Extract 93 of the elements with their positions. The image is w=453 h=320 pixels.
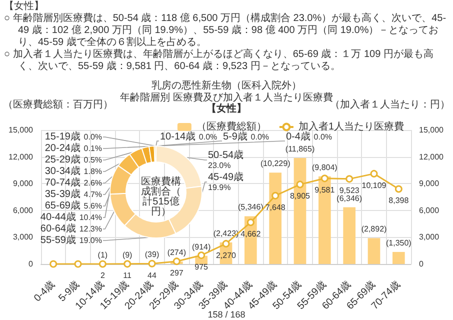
text: 医療費構成割合（計515億円） — [141, 176, 181, 218]
y2-tick-label: 9,000 — [419, 179, 440, 188]
slice-label: 40-44歳 — [40, 211, 76, 223]
point — [222, 240, 230, 248]
point — [370, 170, 378, 178]
data-label: (11,865) — [285, 144, 315, 154]
slice-label: 45-49歳 — [208, 171, 244, 183]
slice-label: 60-64歳 — [40, 222, 76, 234]
data-label: 44 — [148, 270, 157, 280]
data-label: 297 — [170, 268, 184, 278]
text: 【女性】 — [206, 102, 246, 114]
slice-label: 35-39歳 — [44, 188, 80, 200]
point — [98, 260, 106, 268]
text: 0.0% — [84, 132, 102, 142]
data-label: 4.7% — [84, 190, 102, 199]
bar — [368, 238, 380, 264]
data-label: 10,109 — [362, 180, 387, 190]
y-axis-title: （医療費総額：百万円） — [3, 98, 113, 110]
data-label: 11 — [123, 271, 132, 280]
slice-label: 20-24歳 — [44, 142, 80, 154]
y-tick-label: 3,000 — [12, 232, 34, 242]
y-tick-label: 6,000 — [12, 206, 34, 215]
slice-label: 25-29歳 — [44, 154, 80, 166]
text: 0.0% — [198, 132, 218, 142]
y2-tick-label: 3,000 — [419, 232, 440, 242]
slice-label: 65-69歳 — [44, 200, 80, 212]
y2-tick-label: 12,000 — [419, 152, 444, 162]
y2-tick-label: 6,000 — [419, 206, 440, 215]
data-label: (9) — [122, 250, 133, 260]
point — [50, 260, 58, 268]
y2-tick-label: 0 — [419, 260, 424, 268]
data-label: (2,423) — [213, 228, 240, 238]
data-label: 12.3% — [79, 224, 102, 234]
text: 158 / 168 — [208, 310, 246, 320]
point — [394, 185, 402, 193]
bar — [343, 207, 356, 264]
point — [148, 260, 156, 268]
text: 【女性】 — [4, 1, 45, 12]
data-label: (6,346) — [336, 194, 362, 203]
legend-label: 10-14歳 — [160, 130, 196, 142]
point — [320, 174, 328, 182]
data-label: 2 — [100, 271, 106, 280]
text: ○ 加入者１人当たり医療費は、年齢階層が上がるほど高くなり、65-69 歳：１万 109 円が最も高く、次いで、55-59 歳：9,581 円、60-64 歳：9,523 円－となっている。 — [4, 49, 434, 73]
x-tick-label: 0-4歳 — [31, 278, 58, 304]
category-label: 5-9歳 — [223, 132, 248, 142]
text: 0.0% — [314, 132, 332, 142]
data-label: (2,892) — [361, 224, 388, 234]
point — [296, 180, 304, 188]
category-label: 0-4歳 — [286, 132, 310, 142]
legend-label: （医療費総額） — [196, 120, 266, 132]
data-label: 19.9% — [208, 183, 231, 192]
slice-label: 30-34歳 — [44, 165, 80, 177]
data-label: (1,350) — [386, 238, 412, 248]
bar — [392, 252, 405, 264]
data-label: 19.0% — [79, 236, 102, 245]
point — [198, 252, 206, 260]
chart-subtitle: 年齢階層別 医療費及び加入者１人当たり医療費 — [120, 92, 333, 104]
text: ○ 年齢階層別医療費は、50-54 歳：118 億 6,500 万円（構成割合 23.0%）が最も高く、次いで、45-49 歳：102 億 2,900 万円（同 19.9%）、55-59 歳：98 億 400 万円（同 19.0%）－となっており、45-59 歳で全体の６割以上を占める。 — [4, 13, 448, 48]
y-tick-label: 0 — [28, 260, 34, 268]
slice-label: 70-74歳 — [44, 176, 80, 188]
data-label: 975 — [194, 262, 209, 272]
data-label: 8,398 — [388, 196, 410, 206]
legend-label: 加入者1人当たり医療費 — [298, 120, 404, 132]
point — [246, 218, 254, 226]
y-tick-label: 15,000 — [8, 126, 34, 134]
data-label: (10,229) — [260, 159, 291, 168]
y-tick-label: 9,000 — [12, 179, 34, 188]
chart-title: 乳房の悪性新生物（医科入院外） — [152, 80, 302, 92]
slice-label: 55-59歳 — [40, 234, 76, 246]
data-label: (1) — [98, 250, 108, 260]
data-label: (5,346) — [238, 202, 264, 212]
y2-tick-label: 15,000 — [419, 126, 444, 134]
data-label: 1.8% — [84, 167, 102, 176]
slice-label: 50-54歳 — [208, 149, 244, 161]
data-label: (274) — [167, 248, 186, 258]
data-label: 10.4% — [79, 213, 102, 222]
data-label: 2.6% — [84, 178, 102, 188]
data-label: (914) — [192, 242, 211, 252]
point — [74, 260, 82, 268]
category-label: 15-19歳 — [44, 132, 80, 142]
data-label: 23.0% — [208, 161, 231, 170]
text: 0.0% — [250, 132, 270, 142]
data-label: (9,804) — [312, 162, 338, 172]
y-tick-label: 12,000 — [8, 152, 34, 162]
point — [124, 260, 132, 268]
data-label: 9,523 — [339, 186, 360, 196]
point — [272, 192, 280, 200]
point — [346, 175, 354, 183]
data-label: 0.5% — [84, 156, 102, 164]
point — [172, 258, 180, 266]
data-label: 5.6% — [84, 202, 102, 210]
data-label: (39) — [144, 250, 160, 260]
data-label: 0.1% — [84, 144, 102, 153]
